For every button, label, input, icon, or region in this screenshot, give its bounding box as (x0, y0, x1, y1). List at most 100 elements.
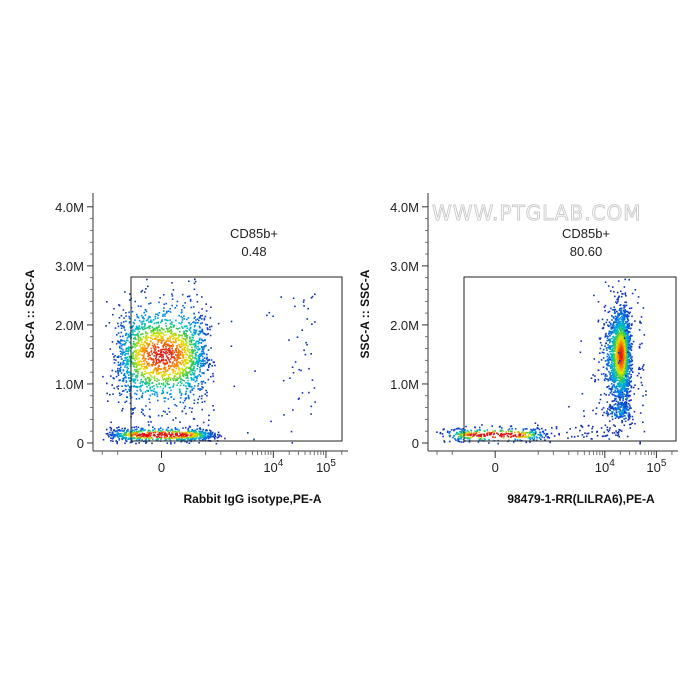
event-dot (162, 431, 165, 433)
event-dot (180, 315, 183, 318)
event-dot (619, 384, 622, 386)
event-dot (131, 408, 134, 410)
event-dot (623, 315, 625, 318)
event-dot (133, 362, 136, 365)
event-dot (621, 410, 623, 413)
event-dot (617, 373, 620, 376)
event-dot (626, 369, 628, 372)
event-dot (135, 393, 138, 396)
event-dot (198, 339, 201, 341)
event-dot (628, 337, 630, 339)
event-dot (201, 432, 203, 434)
event-dot (606, 375, 608, 377)
event-dot (138, 360, 140, 363)
event-dot (134, 407, 136, 409)
event-dot (128, 317, 131, 320)
event-dot (622, 405, 624, 407)
event-dot (180, 309, 183, 311)
event-dot (623, 307, 625, 309)
event-dot (193, 366, 195, 368)
event-dot (105, 428, 108, 431)
event-dot (177, 372, 180, 375)
event-dot (178, 368, 180, 370)
event-dot (169, 437, 172, 439)
event-dot (158, 368, 161, 370)
event-dot (620, 345, 623, 347)
event-dot (154, 338, 156, 340)
event-dot (626, 362, 629, 364)
event-dot (191, 437, 194, 440)
event-dot (134, 328, 137, 330)
event-dot (182, 363, 185, 366)
event-dot (158, 359, 160, 361)
event-dot (184, 432, 187, 435)
event-dot (172, 433, 174, 435)
event-dot (184, 346, 187, 349)
event-dot (181, 379, 184, 381)
event-dot (156, 378, 159, 380)
event-dot (614, 387, 617, 389)
event-dot (127, 360, 130, 362)
event-dot (123, 374, 126, 377)
event-dot (619, 393, 621, 396)
event-dot (619, 396, 621, 399)
event-dot (117, 429, 120, 432)
event-dot (151, 344, 154, 347)
event-dot (167, 349, 169, 352)
event-dot (510, 425, 513, 427)
event-dot (214, 434, 216, 436)
event-dot (616, 364, 619, 366)
event-dot (614, 395, 617, 397)
event-dot (197, 348, 200, 351)
event-dot (625, 333, 628, 336)
event-dot (615, 353, 618, 355)
gate-name: CD85b+ (230, 226, 278, 241)
event-dot (127, 339, 129, 342)
event-dot (188, 436, 191, 438)
event-dot (306, 343, 308, 346)
event-dot (184, 329, 187, 332)
event-dot (137, 305, 140, 307)
event-dot (172, 386, 174, 388)
event-dot (186, 327, 188, 329)
event-dot (627, 388, 630, 390)
event-dot (602, 366, 605, 368)
event-dot (180, 371, 182, 374)
event-dot (158, 434, 160, 436)
event-dot (182, 344, 185, 347)
event-dot (125, 437, 127, 440)
event-dot (623, 371, 625, 374)
event-dot (594, 375, 596, 377)
event-dot (629, 355, 632, 357)
event-dot (624, 367, 627, 370)
event-dot (622, 376, 624, 378)
event-dot (201, 322, 203, 324)
event-dot (175, 354, 177, 356)
event-dot (148, 437, 150, 439)
event-dot (168, 383, 170, 386)
event-dot (614, 319, 617, 321)
event-dot (133, 342, 135, 345)
event-dot (135, 374, 137, 377)
event-dot (537, 427, 539, 430)
event-dot (531, 434, 533, 436)
event-dot (151, 376, 153, 379)
event-dot (627, 327, 630, 329)
event-dot (157, 368, 160, 371)
event-dot (131, 437, 134, 440)
event-dot (136, 333, 138, 336)
event-dot (616, 361, 619, 364)
event-dot (623, 393, 625, 396)
event-dot (622, 350, 624, 352)
event-dot (210, 347, 212, 349)
event-dot (181, 337, 184, 340)
event-dot (175, 333, 177, 335)
event-dot (204, 357, 206, 359)
event-dot (622, 396, 625, 398)
event-dot (620, 366, 623, 369)
event-dot (614, 403, 617, 405)
gate-rectangle[interactable] (130, 276, 343, 442)
event-dot (616, 389, 619, 391)
event-dot (155, 346, 157, 349)
event-dot (144, 368, 146, 370)
